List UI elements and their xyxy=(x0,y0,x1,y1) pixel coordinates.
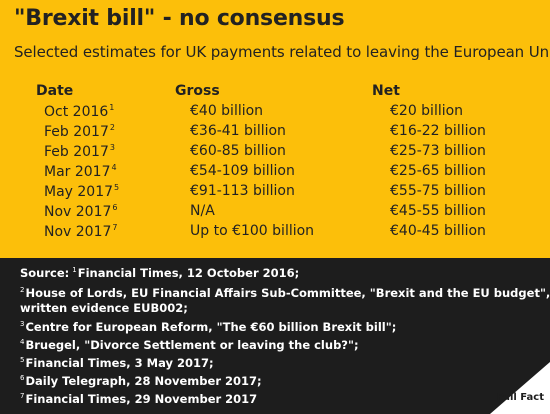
row-source-ref: 7 xyxy=(112,223,118,232)
row-net: €55-75 billion xyxy=(390,183,486,199)
source-text: Financial Times, 29 November 2017 xyxy=(25,392,258,406)
logo-label: Full Fact xyxy=(496,392,545,403)
source-line: 3Centre for European Reform, "The €60 bi… xyxy=(20,320,396,334)
row-net: €25-73 billion xyxy=(390,143,486,159)
table-row: Oct 20161 €40 billion €20 billion xyxy=(0,103,550,123)
row-net: €25-65 billion xyxy=(390,163,486,179)
source-line: 7Financial Times, 29 November 2017 xyxy=(20,392,257,406)
source-text: Centre for European Reform, "The €60 bil… xyxy=(25,320,397,334)
row-gross: N/A xyxy=(190,203,215,219)
row-date-text: Oct 2016 xyxy=(44,104,109,120)
sources-footer: Source: 1Financial Times, 12 October 2016… xyxy=(0,258,550,414)
row-date: Feb 20173 xyxy=(44,143,115,160)
source-line: 5Financial Times, 3 May 2017; xyxy=(20,356,214,370)
table-row: Nov 20176 N/A €45-55 billion xyxy=(0,203,550,223)
row-date: Nov 20176 xyxy=(44,203,118,220)
source-number: 4 xyxy=(20,338,25,346)
row-source-ref: 2 xyxy=(109,123,115,132)
row-source-ref: 3 xyxy=(109,143,115,152)
source-text: Bruegel, "Divorce Settlement or leaving … xyxy=(25,338,359,352)
row-net: €45-55 billion xyxy=(390,203,486,219)
source-text: Financial Times, 12 October 2016; xyxy=(77,266,300,280)
source-number: 3 xyxy=(20,320,25,328)
source-number: 7 xyxy=(20,392,25,400)
row-date-text: Nov 2017 xyxy=(44,204,112,220)
row-date-text: Feb 2017 xyxy=(44,124,109,140)
source-text: Financial Times, 3 May 2017; xyxy=(25,356,214,370)
row-gross: Up to €100 billion xyxy=(190,223,315,239)
row-date-text: May 2017 xyxy=(44,184,114,200)
row-date: Nov 20177 xyxy=(44,223,118,240)
header-panel: "Brexit bill" - no consensus Selected es… xyxy=(0,6,550,243)
source-number: 5 xyxy=(20,356,25,364)
column-header-net: Net xyxy=(372,83,400,99)
row-date: Feb 20172 xyxy=(44,123,115,140)
source-line: written evidence EUB002; xyxy=(20,301,188,315)
source-line: 2House of Lords, EU Financial Affairs Su… xyxy=(20,286,550,300)
row-net: €16-22 billion xyxy=(390,123,486,139)
table-row: May 20175 €91-113 billion €55-75 billion xyxy=(0,183,550,203)
table-row: Feb 20173 €60-85 billion €25-73 billion xyxy=(0,143,550,163)
row-date-text: Mar 2017 xyxy=(44,164,111,180)
row-gross: €40 billion xyxy=(190,103,264,119)
page-subtitle: Selected estimates for UK payments relat… xyxy=(14,43,550,61)
row-date: Mar 20174 xyxy=(44,163,117,180)
table-row: Feb 20172 €36-41 billion €16-22 billion xyxy=(0,123,550,143)
source-text: Daily Telegraph, 28 November 2017; xyxy=(25,374,262,388)
source-number: 6 xyxy=(20,374,25,382)
row-gross: €91-113 billion xyxy=(190,183,295,199)
table-row: Mar 20174 €54-109 billion €25-65 billion xyxy=(0,163,550,183)
row-source-ref: 5 xyxy=(114,183,120,192)
source-text: written evidence EUB002; xyxy=(20,301,188,315)
row-source-ref: 4 xyxy=(111,163,117,172)
row-date-text: Feb 2017 xyxy=(44,144,109,160)
row-source-ref: 6 xyxy=(112,203,118,212)
row-date-text: Nov 2017 xyxy=(44,224,112,240)
row-net: €40-45 billion xyxy=(390,223,486,239)
source-line: 4Bruegel, "Divorce Settlement or leaving… xyxy=(20,338,359,352)
source-line: 6Daily Telegraph, 28 November 2017; xyxy=(20,374,262,388)
row-gross: €60-85 billion xyxy=(190,143,286,159)
column-header-gross: Gross xyxy=(175,83,220,99)
table-row: Nov 20177 Up to €100 billion €40-45 billio… xyxy=(0,223,550,243)
row-gross: €36-41 billion xyxy=(190,123,286,139)
page-title: "Brexit bill" - no consensus xyxy=(14,6,345,31)
row-net: €20 billion xyxy=(390,103,464,119)
row-date: May 20175 xyxy=(44,183,119,200)
source-text: House of Lords, EU Financial Affairs Sub… xyxy=(25,286,550,300)
row-gross: €54-109 billion xyxy=(190,163,295,179)
column-header-date: Date xyxy=(36,83,74,99)
row-date: Oct 20161 xyxy=(44,103,114,120)
row-source-ref: 1 xyxy=(109,103,115,112)
full-fact-logo-icon xyxy=(490,362,550,414)
source-number: 1 xyxy=(72,266,77,274)
source-line: Source: 1Financial Times, 12 October 2016… xyxy=(20,266,299,280)
source-number: 2 xyxy=(20,286,25,294)
source-label: Source: xyxy=(20,266,70,280)
